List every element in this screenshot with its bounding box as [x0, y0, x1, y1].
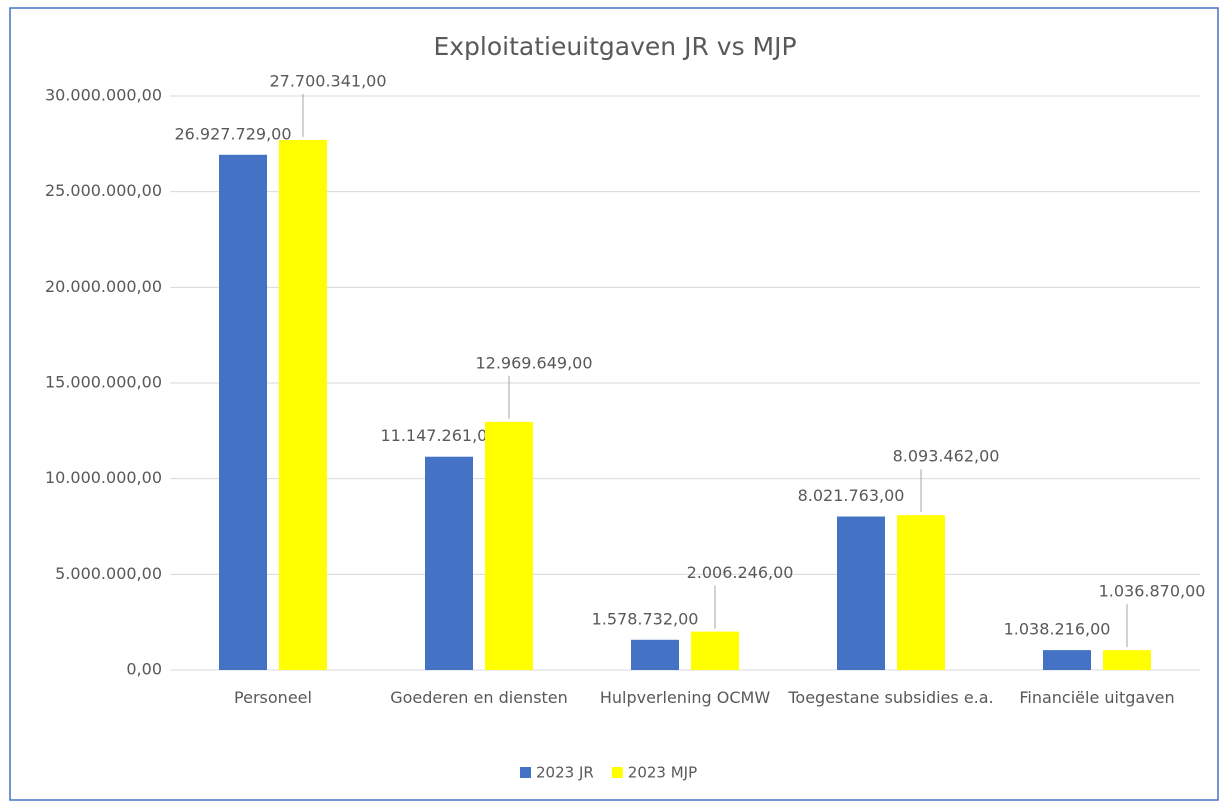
bar: [485, 421, 533, 670]
legend-swatch: [520, 767, 531, 778]
data-label: 12.969.649,00: [475, 353, 592, 372]
y-tick-label: 0,00: [126, 660, 162, 679]
data-label: 27.700.341,00: [269, 72, 386, 91]
bar: [631, 639, 679, 670]
bar: [1043, 650, 1091, 670]
x-tick-label: Hulpverlening OCMW: [599, 688, 771, 707]
chart-title: Exploitatieuitgaven JR vs MJP: [433, 32, 796, 61]
bar: [691, 631, 739, 670]
legend-swatch: [611, 767, 623, 778]
data-label: 26.927.729,00: [174, 124, 291, 143]
data-label: 8.093.462,00: [893, 447, 1000, 466]
legend-label: 2023 MJP: [628, 764, 697, 782]
y-tick-label: 30.000.000,00: [45, 86, 162, 105]
bar: [1103, 650, 1151, 670]
legend-label: 2023 JR: [536, 764, 594, 782]
bar: [837, 516, 885, 670]
data-label: 1.578.732,00: [592, 609, 699, 628]
data-label: 11.147.261,00: [380, 426, 497, 445]
data-label: 1.038.216,00: [1004, 620, 1111, 639]
bar: [219, 154, 267, 671]
x-tick-label: Toegestane subsidies e.a.: [788, 688, 994, 707]
x-tick-label: Goederen en diensten: [390, 688, 568, 707]
x-tick-label: Personeel: [234, 688, 312, 707]
y-tick-label: 15.000.000,00: [45, 373, 162, 392]
bar: [279, 140, 327, 671]
chart-border: [9, 7, 1219, 801]
x-tick-label: Financiële uitgaven: [1019, 688, 1175, 707]
bar: [897, 515, 945, 670]
y-tick-label: 10.000.000,00: [45, 468, 162, 487]
data-label: 8.021.763,00: [798, 486, 905, 505]
y-tick-label: 5.000.000,00: [55, 564, 162, 583]
bar: [425, 456, 473, 670]
data-label: 1.036.870,00: [1099, 582, 1206, 601]
y-tick-label: 25.000.000,00: [45, 181, 162, 200]
data-label: 2.006.246,00: [687, 563, 794, 582]
y-tick-label: 20.000.000,00: [45, 277, 162, 296]
